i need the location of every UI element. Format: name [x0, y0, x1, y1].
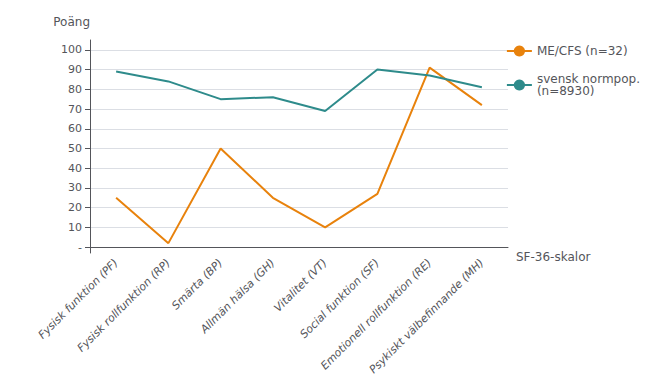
- svg-text:60: 60: [68, 122, 82, 135]
- svg-text:80: 80: [68, 83, 82, 96]
- svg-text:Social funktion (SF): Social funktion (SF): [297, 256, 382, 341]
- svg-text:Psykiskt välbefinnande (MH): Psykiskt välbefinnande (MH): [367, 256, 487, 376]
- svg-text:Poäng: Poäng: [53, 15, 90, 29]
- svg-text:Vitalitet (VT): Vitalitet (VT): [271, 256, 329, 314]
- svg-text:20: 20: [68, 201, 82, 214]
- svg-text:SF-36-skalor: SF-36-skalor: [516, 250, 590, 264]
- svg-text:ME/CFS (n=32): ME/CFS (n=32): [537, 44, 628, 58]
- svg-text:Emotionell rollfunktion (RE): Emotionell rollfunktion (RE): [318, 256, 434, 372]
- svg-text:svensk normpop.: svensk normpop.: [536, 72, 640, 86]
- svg-text:(n=8930): (n=8930): [537, 84, 595, 98]
- svg-text:Smärta (BP): Smärta (BP): [169, 256, 225, 312]
- svg-text:50: 50: [68, 142, 82, 155]
- svg-text:100: 100: [61, 43, 82, 56]
- svg-text:90: 90: [68, 63, 82, 76]
- svg-text:30: 30: [68, 181, 82, 194]
- svg-text:70: 70: [68, 103, 82, 116]
- svg-text:Fysisk rollfunktion (RP): Fysisk rollfunktion (RP): [75, 256, 173, 354]
- svg-text:Allmän hälsa (GH): Allmän hälsa (GH): [197, 256, 277, 336]
- svg-text:-: -: [78, 241, 82, 254]
- svg-text:10: 10: [68, 221, 82, 234]
- svg-text:Fysisk funktion (PF): Fysisk funktion (PF): [35, 256, 121, 342]
- svg-text:40: 40: [68, 162, 82, 175]
